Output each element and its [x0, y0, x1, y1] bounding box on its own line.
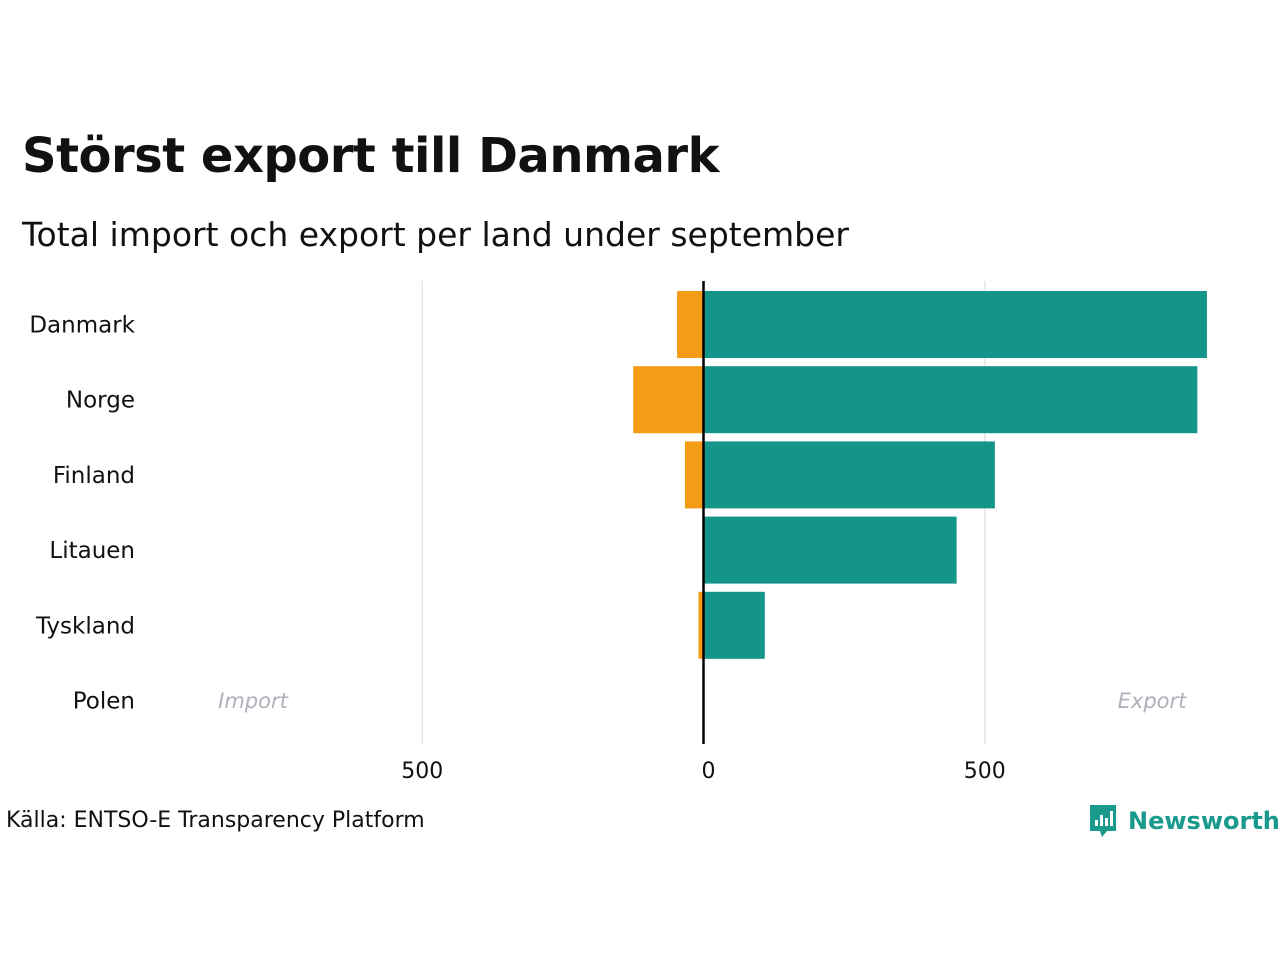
import-bar-danmark	[677, 291, 704, 358]
category-label-finland: Finland	[53, 463, 135, 489]
category-label-norge: Norge	[66, 388, 135, 414]
export-bar-norge	[703, 366, 1198, 434]
x-tick-label: 0	[702, 759, 716, 784]
category-label-danmark: Danmark	[29, 313, 135, 339]
brand-name: Newsworthy	[1128, 807, 1280, 835]
import-bar-norge	[633, 366, 704, 434]
x-tick-label: 500	[964, 759, 1006, 784]
export-annotation: Export	[1118, 689, 1188, 713]
import-annotation: Import	[218, 689, 288, 713]
source-note: Källa: ENTSO-E Transparency Platform	[6, 808, 425, 833]
category-label-litauen: Litauen	[49, 538, 135, 564]
newsworthy-logo-icon	[1090, 805, 1116, 837]
export-bar-litauen	[703, 516, 957, 584]
export-bar-tyskland	[703, 591, 765, 659]
x-tick-label: 500	[401, 759, 443, 784]
export-bar-finland	[703, 441, 995, 509]
chart-title: Störst export till Danmark	[22, 128, 720, 184]
chart-subtitle: Total import och export per land under s…	[22, 215, 849, 254]
import-bar-tyskland	[698, 591, 704, 659]
import-bar-finland	[684, 441, 704, 509]
brand-logo: Newsworthy	[1088, 803, 1280, 839]
category-label-polen: Polen	[73, 689, 135, 715]
category-label-tyskland: Tyskland	[35, 613, 135, 639]
export-bar-danmark	[703, 291, 1207, 358]
